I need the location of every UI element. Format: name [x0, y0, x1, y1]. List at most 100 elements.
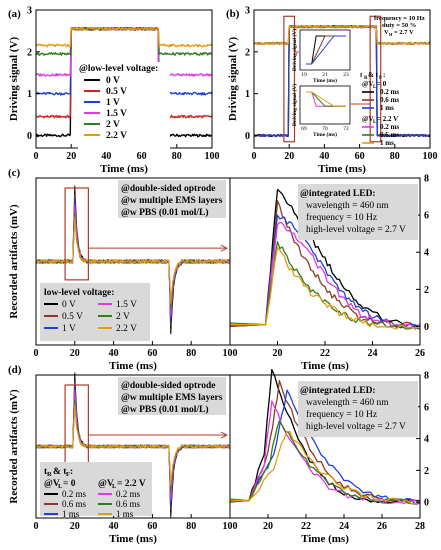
- x-tick-label-a: 60: [137, 151, 147, 162]
- panel-d-note-line: @w PBS (0.01 mol/L): [121, 404, 208, 415]
- panel-c-note: @double-sided optrode @w multiple EMS lay…: [118, 180, 226, 218]
- inset-fall-tick: 69: [301, 126, 307, 132]
- panel-c-right-series-2: [229, 214, 421, 329]
- legend-c-bg: [40, 283, 150, 341]
- panel-d-y-tick-label: 6: [424, 402, 429, 413]
- legend-b-label-b: 0.2 ms: [380, 123, 399, 131]
- legend-d-label-b: 0.2 ms: [116, 489, 141, 499]
- panel-c-x-tick-label-left: 100: [223, 348, 238, 359]
- panel-c-right-series-4: [229, 241, 421, 330]
- legend-label-a: 1 V: [106, 98, 120, 108]
- panel-c-y-tick-label: 0: [424, 322, 429, 333]
- panel-d-note: @double-sided optrode @w multiple EMS lay…: [118, 377, 226, 415]
- legend-d-colon: :: [70, 467, 73, 477]
- panel-d-y-tick-label: 4: [424, 434, 429, 445]
- legend-d: t R & t F:@VL = 0 @VL = 2.2 V0.2 ms0.6 ms1 ms0…: [40, 462, 152, 519]
- inset-fall: 69 70 72 Time (ms) Driving signal (V): [291, 84, 351, 138]
- info-vh-val: = 2.7 V: [394, 29, 414, 36]
- inset-rise-tick: 21: [322, 72, 328, 78]
- legend-d-amp: & t: [53, 467, 67, 477]
- legend-label-a: 1.5 V: [106, 109, 127, 119]
- panel-c-led-line: high-level voltage = 2.7 V: [306, 225, 406, 235]
- y-tick-label-b: 0: [245, 131, 250, 142]
- inset-rise-tick: 23: [343, 72, 349, 78]
- info-vh-sub: H: [389, 32, 393, 37]
- inset-fall-xlabel: Time (ms): [313, 131, 337, 138]
- panel-d-left-series-5: [35, 404, 231, 487]
- y-axis-label-a: Driving signal (V): [8, 36, 20, 121]
- panel-d-x-tick-label-right: 20: [263, 521, 273, 532]
- legend-d-label-a: 0.6 ms: [62, 499, 87, 509]
- panel-d-x-tick-label-left: 60: [147, 521, 157, 532]
- legend-d-label-b: 0.6 ms: [116, 499, 141, 509]
- panel-label-b: (b): [226, 8, 240, 20]
- x-tick-label-b: 100: [423, 151, 438, 162]
- panel-c-y-tick-label: 2: [424, 285, 429, 296]
- y-tick-label-b: 1: [245, 89, 250, 100]
- panel-d-y-tick-label: 2: [424, 466, 429, 477]
- panel-d-y-tick-label: 8: [424, 371, 429, 382]
- panel-d-note-bg: [118, 377, 226, 415]
- legend-d-sub-f: F: [66, 471, 70, 478]
- panel-d-led-line: high-level voltage = 2.7 V: [306, 422, 406, 432]
- legend-c: low-level voltage: 0 V 1.5 V 0.5 V 2 V 1 V 2.2…: [40, 283, 150, 341]
- panel-c-right-series-5: [229, 246, 421, 330]
- legend-d-group-a: @V: [44, 479, 60, 489]
- legend-b-label-a: 0.2 ms: [380, 88, 399, 96]
- panel-d-led-line: frequency = 10 Hz: [306, 409, 377, 420]
- panel-d-y-tick-label: 0: [424, 498, 429, 509]
- legend-c-label: 1 V: [62, 324, 76, 334]
- legend-label-a: 2.2 V: [106, 131, 127, 141]
- plot-frame-b: [253, 9, 431, 149]
- legend-b-label-a: 1 ms: [380, 104, 394, 112]
- highlight-box-rise: [283, 15, 296, 143]
- y-tick-label-a: 3: [27, 6, 32, 17]
- legend-b-group-a: @V: [362, 80, 374, 88]
- panel-c-y-axis-label: Recorded artifacts (mV): [8, 204, 20, 319]
- inset-rise-xlabel: Time (ms): [313, 77, 337, 84]
- legend-b-r: R: [364, 76, 368, 81]
- legend-b-amp: & t: [368, 71, 379, 79]
- panel-c-x-axis-label-right: Time (ms): [301, 360, 349, 372]
- legend-label-a: 0.5 V: [106, 87, 127, 97]
- info-frequency: frequency = 10 Hz: [374, 15, 425, 22]
- panel-c-zoom-arrowhead: [220, 244, 228, 252]
- panel-d-x-tick-label-right: 28: [415, 521, 425, 532]
- legend-d-label-b: 1 ms: [116, 509, 134, 519]
- panel-d-zoom-arrowhead: [220, 431, 228, 439]
- panel-c-led-line: wavelength = 460 nm: [306, 201, 389, 211]
- panel-d-x-axis-label-right: Time (ms): [301, 533, 349, 545]
- panel-c-panel-label: (c): [8, 167, 21, 179]
- panel-c-note-bg: [118, 180, 226, 218]
- panel-label-a: (a): [8, 8, 21, 20]
- panel-d-note-line: @double-sided optrode: [121, 381, 215, 391]
- x-tick-label-b: 80: [390, 151, 400, 162]
- panel-c-note-line: @double-sided optrode: [121, 184, 215, 194]
- x-tick-label-b: 60: [355, 151, 365, 162]
- panel-c-y-tick-label: 4: [424, 248, 429, 259]
- panel-c-y-tick-label: 8: [424, 174, 429, 185]
- inset-fall-curve: [306, 91, 346, 107]
- x-tick-label-b: 40: [319, 151, 329, 162]
- legend-title-a: @low-level voltage:: [79, 64, 158, 74]
- panel-c-x-tick-label-left: 40: [109, 348, 119, 359]
- x-tick-label-a: 100: [205, 151, 220, 162]
- inset-rise-curve: [306, 35, 346, 65]
- x-tick-label-a: 0: [34, 151, 39, 162]
- legend-c-label: 2 V: [116, 312, 130, 322]
- legend-c-label: 0.5 V: [62, 312, 83, 322]
- panel-d-led-line: @integrated LED:: [300, 386, 376, 396]
- legend-d-group-b: @V: [98, 479, 114, 489]
- panel-c-x-tick-label-right: 24: [368, 348, 378, 359]
- series-line-a-1: [35, 26, 213, 119]
- panel-d-right-series-1: [229, 380, 421, 503]
- panel-c-note-line: @w PBS (0.01 mol/L): [121, 207, 208, 218]
- y-tick-label-b: 2: [245, 47, 250, 58]
- panel-c-left-series-5: [35, 216, 231, 304]
- legend-d-label-a: 1 ms: [62, 509, 80, 519]
- legend-b-sub-a: L: [373, 85, 377, 90]
- x-tick-label-b: 20: [284, 151, 294, 162]
- legend-d-group-a-val: = 0: [63, 479, 76, 489]
- panel-d-led: @integrated LED: wavelength = 460 nmfrequ…: [298, 381, 418, 437]
- legend-b-group-a-val: = 0: [377, 80, 387, 88]
